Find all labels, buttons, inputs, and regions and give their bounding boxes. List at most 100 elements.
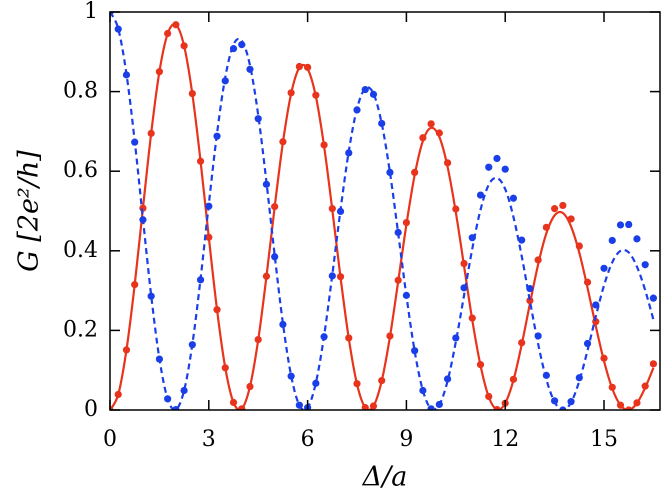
- data-point: [559, 201, 567, 210]
- curve: [110, 23, 655, 410]
- data-point: [649, 360, 658, 368]
- data-point: [110, 406, 114, 410]
- data-point: [271, 253, 279, 261]
- data-point: [633, 399, 641, 407]
- data-point: [567, 398, 575, 406]
- data-point: [485, 163, 493, 171]
- data-point: [600, 264, 608, 272]
- y-tick-label: 0.8: [63, 79, 98, 104]
- data-point: [600, 354, 608, 362]
- data-point: [411, 168, 419, 176]
- x-tick-label: 0: [103, 427, 117, 452]
- data-point: [476, 361, 485, 369]
- data-point: [452, 205, 460, 213]
- data-point: [378, 119, 386, 128]
- data-point: [172, 21, 180, 29]
- data-point: [402, 218, 411, 227]
- data-point: [369, 402, 378, 410]
- data-point: [575, 242, 583, 250]
- data-point: [196, 157, 205, 165]
- data-point: [196, 276, 205, 284]
- data-point: [534, 256, 542, 264]
- data-point: [287, 372, 295, 380]
- data-point: [386, 168, 394, 176]
- data-point: [460, 259, 468, 268]
- y-tick-label: 0.4: [63, 238, 98, 263]
- data-point: [361, 404, 369, 410]
- data-point: [460, 284, 468, 292]
- y-axis-label: G [2e²/h]: [14, 150, 45, 272]
- data-point: [625, 220, 633, 229]
- data-point: [526, 296, 534, 305]
- data-point: [633, 235, 641, 243]
- data-point: [221, 77, 229, 85]
- data-point: [336, 207, 345, 215]
- data-point: [180, 42, 188, 50]
- y-tick-label: 0: [84, 397, 98, 422]
- data-point: [238, 405, 246, 410]
- data-point: [164, 29, 172, 38]
- data-point: [147, 292, 155, 300]
- data-point: [345, 334, 353, 342]
- x-tick-label: 6: [301, 427, 315, 452]
- y-tick-label: 0.6: [63, 158, 98, 183]
- data-point: [419, 386, 427, 395]
- data-point: [551, 205, 559, 213]
- data-point: [295, 62, 303, 71]
- data-point: [188, 89, 196, 98]
- data-point: [262, 180, 271, 188]
- x-tick-label: 15: [590, 427, 618, 452]
- data-point: [476, 191, 485, 199]
- data-point: [435, 400, 443, 409]
- x-tick-label: 9: [399, 427, 413, 452]
- data-point: [336, 273, 345, 281]
- data-point: [205, 233, 213, 241]
- data-point: [246, 65, 254, 73]
- data-point: [559, 406, 567, 410]
- data-point: [131, 281, 139, 289]
- data-point: [616, 401, 625, 409]
- data-point: [411, 347, 419, 355]
- data-point: [328, 272, 336, 280]
- data-point: [567, 215, 575, 223]
- data-point: [238, 41, 246, 49]
- data-point: [542, 223, 550, 231]
- data-point: [188, 341, 196, 349]
- data-point: [114, 390, 122, 399]
- y-tick-label: 1: [84, 0, 98, 24]
- data-point: [213, 306, 221, 314]
- data-point: [493, 154, 501, 163]
- data-point: [501, 165, 509, 173]
- data-point: [583, 278, 592, 286]
- data-point: [625, 406, 633, 410]
- data-point: [608, 383, 616, 391]
- data-point: [427, 120, 435, 128]
- data-point: [419, 134, 427, 142]
- data-point: [246, 382, 254, 391]
- data-point: [608, 236, 616, 245]
- data-point: [369, 90, 378, 98]
- data-point: [534, 332, 542, 340]
- data-point: [213, 132, 221, 140]
- data-point: [122, 71, 131, 79]
- data-point: [468, 314, 476, 322]
- data-point: [221, 364, 229, 372]
- data-point: [254, 335, 262, 344]
- plot-area: [110, 12, 658, 410]
- data-point: [452, 334, 460, 342]
- data-point: [180, 386, 188, 395]
- data-point: [114, 25, 122, 33]
- y-tick-label: 0.2: [63, 317, 98, 342]
- data-point: [279, 320, 287, 329]
- data-point: [139, 216, 147, 224]
- data-point: [295, 401, 303, 409]
- data-point: [394, 276, 402, 284]
- data-point: [320, 141, 328, 149]
- data-point: [155, 68, 164, 76]
- data-point: [262, 272, 271, 280]
- data-point: [155, 355, 164, 363]
- data-point: [229, 398, 238, 407]
- data-point: [164, 395, 172, 403]
- data-point: [592, 301, 600, 309]
- data-point: [328, 205, 336, 213]
